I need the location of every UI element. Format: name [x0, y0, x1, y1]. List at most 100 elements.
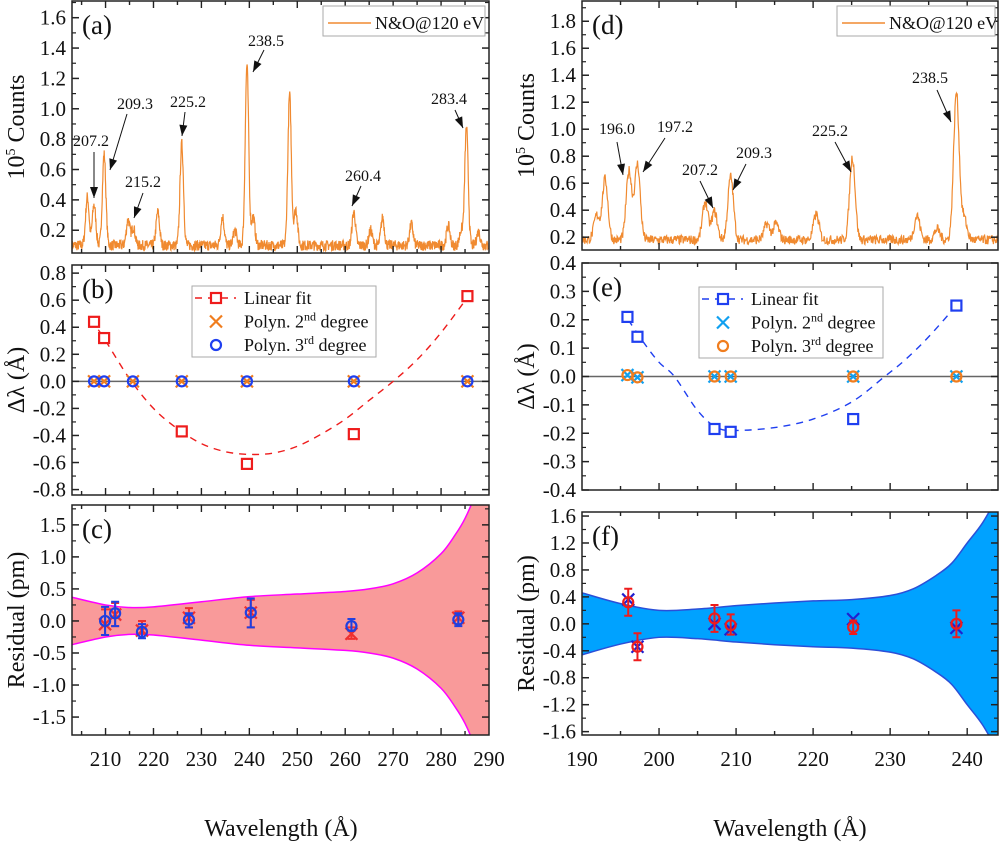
legend-marker-cross	[209, 314, 223, 329]
peak-label: 215.2	[125, 174, 161, 191]
error-bar	[624, 587, 633, 617]
data-point-circle	[452, 613, 465, 626]
data-point-circle	[345, 619, 358, 633]
axes-frame	[71, 264, 490, 496]
data-point-circle	[98, 614, 112, 628]
plot-area	[582, 305, 998, 432]
axes-frame	[581, 0, 999, 251]
y-title-main: Residual (pm)	[4, 552, 30, 689]
x-tick-label: 290	[473, 747, 505, 771]
peak-label: 260.4	[345, 168, 381, 185]
panel-label: (f)	[592, 521, 619, 551]
legend-label-superscript: nd	[304, 310, 316, 324]
legend-label-main: Polyn. 2	[751, 313, 811, 333]
confidence-band	[582, 512, 998, 735]
data-point-circle	[950, 370, 963, 383]
data-point-circle	[708, 612, 721, 625]
data-point-circle	[461, 375, 474, 388]
x-tick-label: 210	[720, 747, 752, 771]
y-axis-title: Residual (pm)	[4, 552, 30, 689]
plot-area	[72, 64, 489, 253]
error-bar	[246, 597, 255, 629]
legend-label: Polyn. 3rd degree	[244, 333, 366, 355]
x-tick-label: 240	[951, 747, 983, 771]
y-title-rest: Counts	[4, 74, 30, 148]
panel-a: 207.2 209.3 215.2 225.2 238.5 260.4 283.4 0.2 0.…	[4, 0, 490, 254]
y-tick-label: 0.1	[550, 336, 576, 360]
y-tick-label: 1.2	[550, 90, 576, 114]
y-tick-label: 1.6	[40, 6, 66, 30]
x-tick-label: 220	[138, 747, 170, 771]
y-tick-label: 0.3	[550, 279, 576, 303]
y-tick-label: -0.5	[33, 641, 66, 665]
data-point-circle	[109, 607, 122, 620]
y-tick-label: 0.2	[40, 218, 66, 242]
data-point-circle	[847, 621, 860, 634]
legend-label: Polyn. 3rd degree	[751, 334, 873, 356]
plot-area	[582, 512, 998, 735]
y-tick-label: 1.6	[550, 36, 576, 60]
peak-arrow-head	[733, 178, 742, 190]
data-point-circle	[631, 640, 644, 653]
data-point-circle	[240, 375, 254, 388]
legend-label-rest: degree	[823, 313, 875, 333]
x-tick-label: 220	[797, 747, 829, 771]
y-tick-label: 1.0	[550, 117, 576, 141]
y-tick-label: 1.0	[40, 97, 66, 121]
error-bar	[101, 605, 110, 637]
y-tick-label: 1.4	[550, 63, 577, 87]
band-upper-edge	[72, 505, 472, 609]
y-tick-label: -1.2	[543, 693, 576, 717]
legend-marker-circle	[716, 339, 730, 353]
data-point-square	[847, 412, 860, 426]
y-tick-label: 0.6	[550, 171, 576, 195]
y-tick-label: -0.8	[33, 478, 66, 502]
peak-arrow-head	[253, 60, 262, 72]
plot-area	[72, 505, 489, 735]
y-title-main: 10	[514, 154, 540, 178]
y-tick-label: -0.2	[33, 396, 66, 420]
y-tick-label: 0.8	[40, 261, 66, 285]
error-bar	[952, 609, 961, 639]
peak-label: 209.3	[736, 145, 772, 162]
data-point-square	[631, 330, 644, 343]
spectrum-line	[582, 91, 998, 247]
data-point-square	[708, 422, 721, 436]
y-tick-label: 1.6	[550, 504, 576, 528]
y-tick-label: 0.4	[550, 198, 577, 222]
data-point-circle	[126, 375, 139, 388]
x-axis-title-right: Wavelength (Å)	[713, 816, 866, 842]
y-title-superscript: 5	[514, 147, 529, 154]
data-point-square	[461, 290, 474, 303]
data-point-square	[347, 428, 360, 441]
legend-label: Polyn. 2nd degree	[751, 311, 875, 333]
y-tick-label: 0.0	[550, 365, 576, 389]
legend-label-superscript: rd	[811, 334, 821, 348]
legend-label-main: Linear fit	[751, 289, 818, 309]
y-tick-label: 0.2	[550, 308, 576, 332]
error-bar	[710, 603, 719, 633]
peak-arrow-head	[643, 160, 653, 172]
legend-label: N&O@120 eV	[375, 13, 484, 33]
legend-label: Polyn. 2nd degree	[244, 310, 368, 332]
legend-label: N&O@120 eV	[889, 13, 998, 33]
data-point-circle	[622, 596, 635, 609]
legend-marker-circle	[209, 338, 223, 352]
band-lower-edge	[582, 636, 990, 735]
y-tick-label: -0.4	[543, 639, 577, 663]
peak-label: 225.2	[170, 94, 206, 111]
peak-arrow-head	[704, 196, 713, 208]
peak-label: 207.2	[682, 162, 718, 179]
panel-d: 196.0 197.2 207.2 209.3 225.2 238.5 0.2 0.4 0.6 0…	[514, 0, 999, 251]
y-tick-label: -0.1	[543, 393, 576, 417]
x-axis-title-left: Wavelength (Å)	[204, 816, 357, 842]
y-tick-label: 0.8	[550, 144, 576, 168]
panel-label: (c)	[82, 514, 112, 544]
x-tick-label: 190	[566, 747, 598, 771]
peak-arrow-head	[109, 158, 118, 170]
fit-curve	[90, 297, 468, 456]
x-tick-label: 240	[234, 747, 266, 771]
legend-label-main: Polyn. 2	[244, 312, 304, 332]
y-axis-title: Δλ (Å)	[514, 343, 540, 409]
